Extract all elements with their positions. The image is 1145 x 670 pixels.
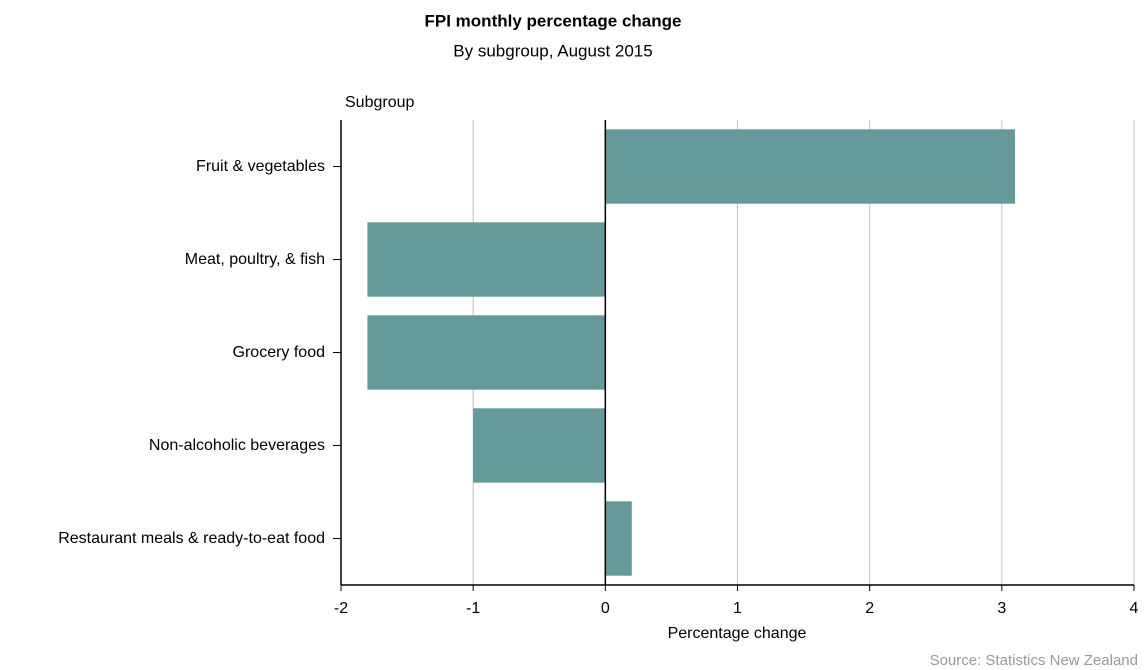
- x-tick-label: 4: [1130, 600, 1139, 617]
- x-tick-label: 0: [601, 600, 610, 617]
- x-tick-label: -1: [466, 600, 480, 617]
- x-tick-label: 2: [865, 600, 874, 617]
- bar: [367, 222, 606, 297]
- x-tick-label: 1: [733, 600, 742, 617]
- y-tick-label: Meat, poultry, & fish: [184, 250, 325, 268]
- y-tick-label: Restaurant meals & ready-to-eat food: [58, 529, 325, 547]
- bar: [367, 315, 606, 390]
- y-tick-label: Grocery food: [232, 343, 325, 361]
- x-tick-label: 3: [997, 600, 1006, 617]
- source: Source: Statistics New Zealand: [930, 652, 1138, 669]
- y-tick-label: Fruit & vegetables: [196, 157, 325, 175]
- bar: [473, 408, 606, 483]
- x-tick-label: -2: [334, 600, 348, 617]
- bar: [605, 129, 1016, 204]
- y-tick-label: Non-alcoholic beverages: [148, 436, 325, 454]
- chart-subtitle: By subgroup, August 2015: [453, 41, 652, 60]
- chart-title: FPI monthly percentage change: [425, 11, 682, 30]
- y-axis-title: Subgroup: [345, 94, 414, 111]
- x-axis-title: Percentage change: [668, 625, 807, 642]
- bar: [605, 501, 632, 576]
